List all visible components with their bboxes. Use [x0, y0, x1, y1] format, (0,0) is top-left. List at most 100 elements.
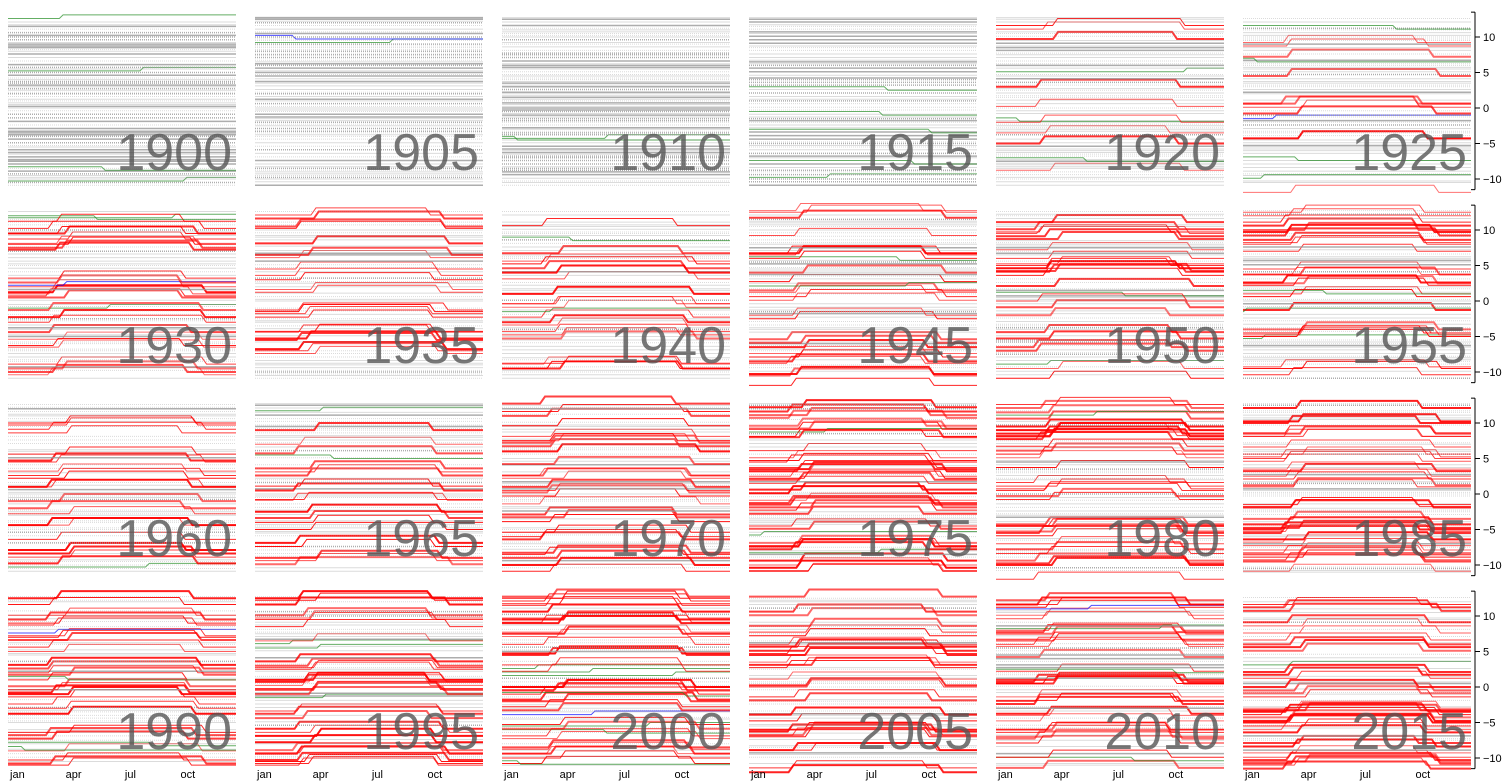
series-line-dst	[996, 262, 1224, 272]
y-tick-label: 10	[1483, 32, 1495, 44]
series-line-dst	[749, 421, 977, 430]
series-line-dst	[502, 433, 730, 442]
series-line-change	[8, 562, 236, 568]
series-line-dst	[8, 631, 236, 642]
series-line-dst	[1243, 753, 1471, 763]
series-line-dst	[996, 257, 1224, 266]
series-line-change	[749, 159, 977, 165]
series-line-dst	[8, 639, 236, 648]
series-line-dst	[749, 660, 977, 669]
series-line-dst	[502, 625, 730, 635]
series-line-dst	[749, 468, 977, 477]
series-line-dst	[1243, 184, 1471, 193]
series-line-dst	[1243, 360, 1471, 369]
x-tick-label: oct	[1169, 769, 1184, 781]
x-tick-label: apr	[1301, 769, 1317, 781]
series-line-dst	[749, 475, 977, 484]
series-line-dst	[1243, 745, 1471, 754]
series-line-dst	[996, 225, 1224, 235]
series-line-change	[502, 667, 730, 673]
series-line-dst	[8, 367, 236, 376]
series-line-dst	[255, 611, 483, 621]
series-line-dst	[749, 417, 977, 427]
series-line-dst	[996, 671, 1224, 681]
y-tick-label: −5	[1483, 718, 1496, 730]
series-line-dst	[502, 529, 730, 538]
series-line-dst	[749, 679, 977, 688]
series-line-dst	[749, 677, 977, 687]
series-line-dst	[255, 745, 483, 755]
series-line-dst	[1243, 34, 1471, 43]
series-line-dst	[8, 517, 236, 526]
series-line-dst	[996, 599, 1224, 608]
series-line-dst	[502, 646, 730, 657]
series-line-change	[502, 760, 730, 765]
series-line-dst	[996, 638, 1224, 647]
series-line-dst	[749, 274, 977, 283]
series-line-change	[996, 668, 1224, 674]
series-line-dst	[749, 349, 977, 358]
series-line-dst	[1243, 48, 1471, 58]
series-line-dst	[749, 656, 977, 666]
series-line-dst	[1243, 545, 1471, 554]
panel-year-label: 1940	[610, 317, 726, 375]
series-line-dst	[749, 245, 977, 255]
series-line-dst	[996, 596, 1224, 606]
series-line-dst	[996, 692, 1224, 701]
series-line-dst	[255, 331, 483, 342]
panel-year-label: 1965	[363, 510, 479, 568]
series-line-change	[255, 454, 483, 459]
series-line-dst	[996, 114, 1224, 123]
series-line-dst	[502, 482, 730, 491]
series-line-change	[8, 213, 236, 219]
series-line-dst	[255, 677, 483, 686]
series-line-dst	[1243, 499, 1471, 509]
series-line-dst	[8, 241, 236, 251]
y-tick-label: 10	[1483, 225, 1495, 237]
x-tick-label: jul	[618, 769, 630, 781]
series-line-dst	[8, 274, 236, 284]
series-line-dst	[8, 231, 236, 240]
series-line-dst	[8, 629, 236, 638]
series-line-dst	[749, 250, 977, 259]
series-line-dst	[8, 724, 236, 733]
series-line-dst	[8, 684, 236, 694]
series-line-dst	[1243, 534, 1471, 543]
y-tick-label: −5	[1483, 332, 1496, 344]
series-line-dst	[1243, 497, 1471, 506]
series-line-dst	[1243, 516, 1471, 526]
series-line-dst	[255, 235, 483, 245]
series-line-change	[502, 236, 730, 242]
series-line-dst	[1243, 549, 1471, 558]
series-line-dst	[1243, 521, 1471, 531]
series-line-dst	[1243, 325, 1471, 334]
series-line-dst	[502, 484, 730, 494]
x-tick-label: jan	[997, 769, 1013, 781]
series-line-dst	[996, 545, 1224, 555]
series-line-dst	[8, 239, 236, 249]
series-line-dst	[8, 696, 236, 705]
series-line-dst	[502, 256, 730, 265]
series-line-change	[1243, 25, 1471, 30]
series-line-dst	[502, 682, 730, 692]
series-line-dst	[255, 757, 483, 766]
series-line-dst	[8, 730, 236, 740]
series-line-change	[1243, 289, 1471, 295]
series-line-dst	[502, 418, 730, 427]
series-line-dst	[502, 750, 730, 759]
series-line-change	[8, 215, 236, 220]
x-tick-label: apr	[66, 769, 82, 781]
series-line-dst	[255, 324, 483, 333]
series-line-dst	[1243, 718, 1471, 727]
series-line-dst	[1243, 531, 1471, 541]
series-line-dst	[996, 556, 1224, 566]
series-line-dst	[1243, 105, 1471, 115]
series-line-dst	[749, 403, 977, 413]
series-line-dst	[1243, 614, 1471, 624]
series-line-dst	[1243, 414, 1471, 424]
series-line-dst	[502, 693, 730, 703]
series-line-dst	[502, 603, 730, 613]
x-tick-label: jul	[1359, 769, 1371, 781]
series-line-change	[8, 675, 236, 681]
series-line-change	[502, 307, 730, 313]
